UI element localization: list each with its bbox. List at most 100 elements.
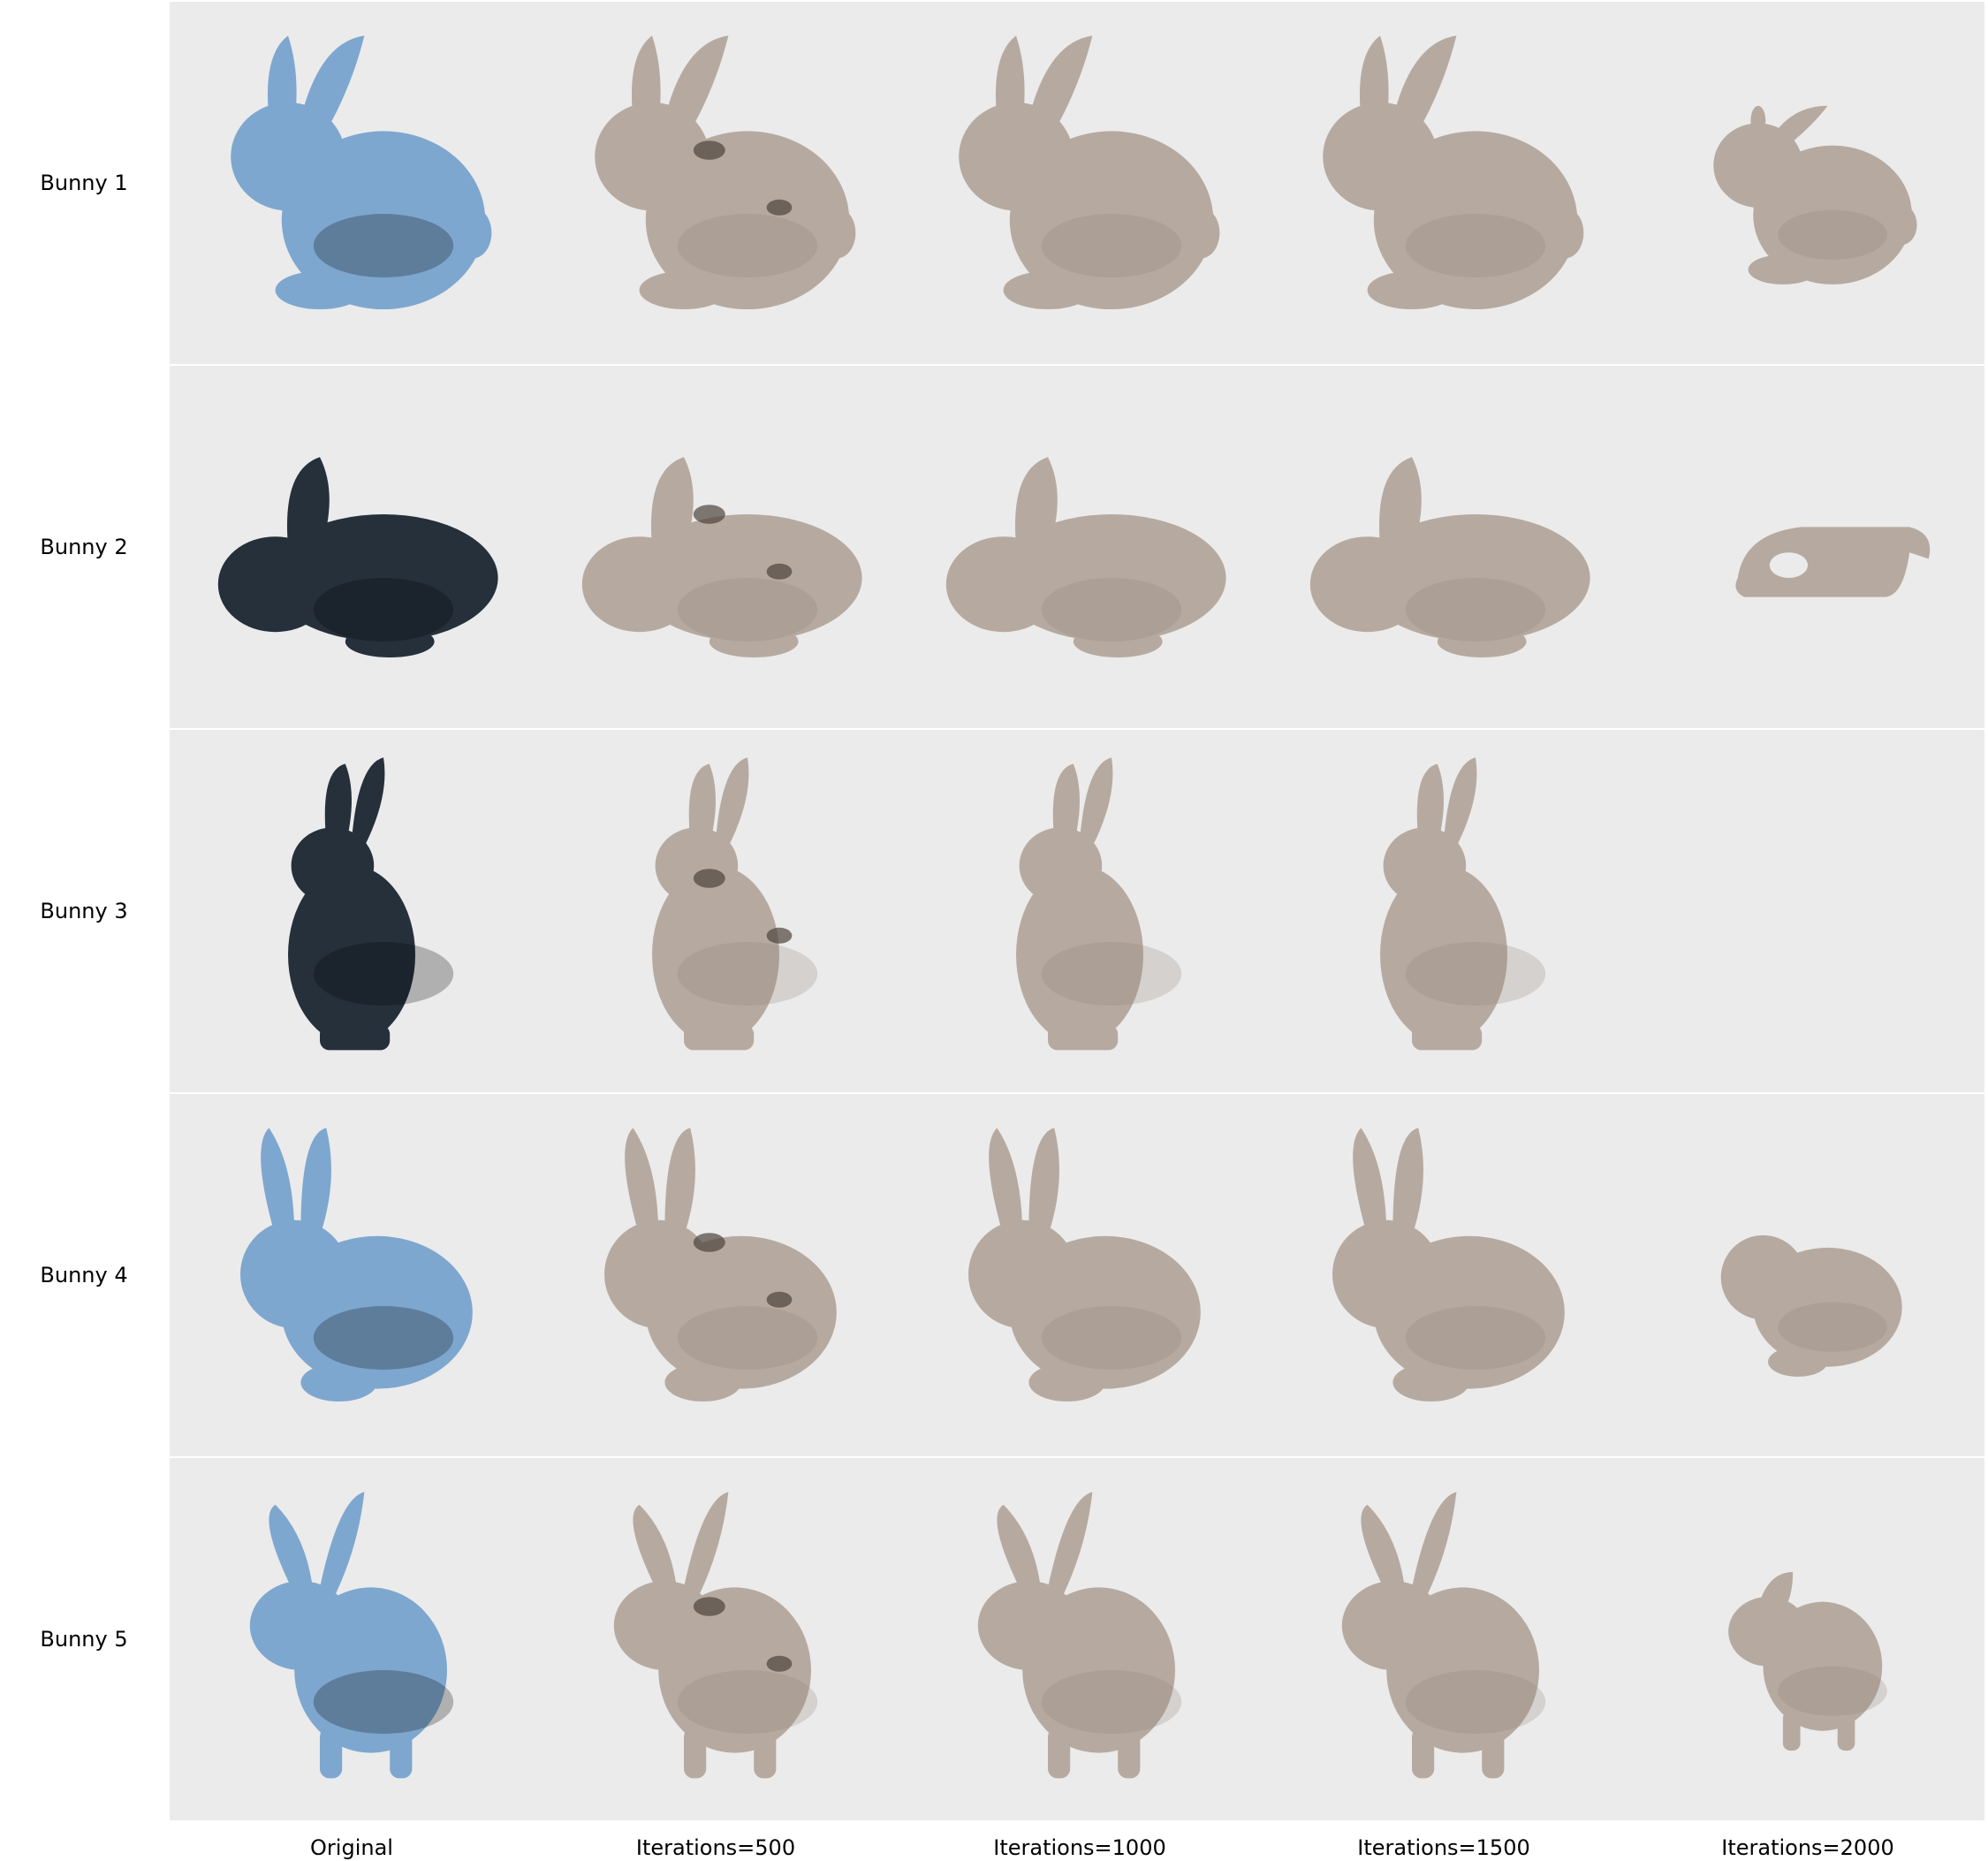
bunny-head: [249, 1581, 352, 1670]
bunny-paw: [664, 1363, 741, 1401]
row-label: Bunny 5: [40, 1627, 128, 1652]
bunny-leg: [684, 1727, 707, 1779]
bunny-render: [652, 757, 818, 1051]
bunny-shading: [313, 214, 454, 277]
bunny-head: [1720, 1234, 1806, 1320]
bunny-shading: [677, 214, 818, 277]
bunny-shading: [313, 942, 454, 1006]
bunny-render: [1309, 457, 1590, 657]
bunny-render: [613, 1492, 818, 1779]
bunny-ear: [1416, 763, 1444, 847]
bunny-shape: [595, 35, 856, 309]
bunny-head: [1019, 827, 1103, 904]
bunny-head: [1728, 1597, 1808, 1667]
bunny-shape: [1720, 1234, 1902, 1377]
bunny-ear: [631, 35, 661, 125]
bunny-ear: [664, 35, 729, 132]
bunny-render: [1341, 1492, 1546, 1779]
bunny-body: [1361, 514, 1590, 642]
bunny-shading: [1041, 1306, 1182, 1370]
row-label: Bunny 1: [40, 171, 128, 195]
mesh-defect: [693, 1597, 725, 1616]
bunny-ear: [1048, 1492, 1093, 1600]
mesh-defect: [766, 563, 793, 580]
bunny-paw: [639, 270, 729, 309]
bunny-head: [945, 536, 1061, 633]
bunny-ear: [716, 757, 749, 847]
bunny-render: [1735, 527, 1931, 597]
bunny-ear: [352, 757, 385, 847]
bunny-leg: [390, 1727, 413, 1779]
mesh-defect: [766, 1291, 793, 1308]
bunny-shape: [217, 457, 498, 657]
mesh-defect: [766, 1655, 793, 1672]
row-label: Bunny 4: [40, 1263, 128, 1288]
mesh-defect: [693, 505, 725, 524]
bunny-shading: [1041, 1670, 1182, 1734]
bunny-ear: [989, 1128, 1023, 1236]
bunny-shading: [1405, 942, 1546, 1006]
bunny-body: [997, 514, 1226, 642]
bunny-ear: [1080, 757, 1113, 847]
bunny-shading: [1405, 578, 1546, 642]
bunny-ear: [269, 1504, 314, 1594]
column-label: Original: [310, 1835, 393, 1860]
bunny-ear: [688, 763, 716, 847]
bunny-ear: [1028, 1128, 1059, 1236]
bunny-paw: [1367, 270, 1457, 309]
row-label: Bunny 2: [40, 535, 128, 559]
mesh-defect: [766, 199, 793, 216]
bunny-head: [291, 827, 375, 904]
bunny-shading: [677, 578, 818, 642]
bunny-head: [1383, 827, 1467, 904]
bunny-shape: [1713, 105, 1917, 285]
bunny-shape: [1332, 1128, 1565, 1401]
bunny-ear: [1750, 105, 1766, 136]
bunny-ear: [1392, 1128, 1423, 1236]
bunny-shape: [249, 1492, 454, 1779]
bunny-paw: [1073, 626, 1163, 657]
bunny-head: [613, 1581, 716, 1670]
bunny-render: [977, 1492, 1182, 1779]
bunny-shading: [1405, 1670, 1546, 1734]
bunny-shape: [968, 1128, 1201, 1401]
bunny-shape: [231, 35, 492, 309]
bunny-render: [1713, 105, 1917, 285]
column-label: Iterations=2000: [1721, 1835, 1894, 1860]
bunny-render: [959, 35, 1220, 309]
bunny-render: [249, 1492, 454, 1779]
bunny-leg: [320, 1727, 343, 1779]
bunny-leg: [754, 1727, 777, 1779]
bunny-paw: [1003, 270, 1093, 309]
bunny-leg: [1837, 1711, 1855, 1751]
bunny-head: [1341, 1581, 1444, 1670]
bunny-ear: [286, 457, 330, 553]
bunny-shading: [677, 1670, 818, 1734]
column-label: Iterations=500: [635, 1835, 796, 1860]
bunny-paw: [1048, 1024, 1119, 1051]
bunny-shape: [652, 757, 818, 1051]
bunny-head: [595, 103, 709, 211]
bunny-shape: [604, 1128, 837, 1401]
bunny-leg: [1482, 1727, 1505, 1779]
bunny-body: [269, 514, 498, 642]
bunny-shading: [677, 1306, 818, 1370]
bunny-render: [595, 35, 856, 309]
bunny-shading: [1041, 942, 1182, 1006]
row-label: Bunny 3: [40, 899, 128, 923]
bunny-paw: [709, 626, 799, 657]
bunny-leg: [1048, 1727, 1071, 1779]
bunny-render: [968, 1128, 1201, 1401]
bunny-ear: [1392, 35, 1457, 132]
bunny-shape: [959, 35, 1220, 309]
bunny-render: [231, 35, 492, 309]
mesh-defect: [693, 141, 725, 160]
bunny-body: [633, 514, 862, 642]
bunny-leg: [1782, 1711, 1801, 1751]
bunny-head: [1332, 1219, 1441, 1329]
bunny-shape: [613, 1492, 818, 1779]
bunny-paw: [275, 270, 365, 309]
mesh-defect: [693, 869, 725, 888]
bunny-ear: [1353, 1128, 1387, 1236]
bunny-leg: [1412, 1727, 1435, 1779]
